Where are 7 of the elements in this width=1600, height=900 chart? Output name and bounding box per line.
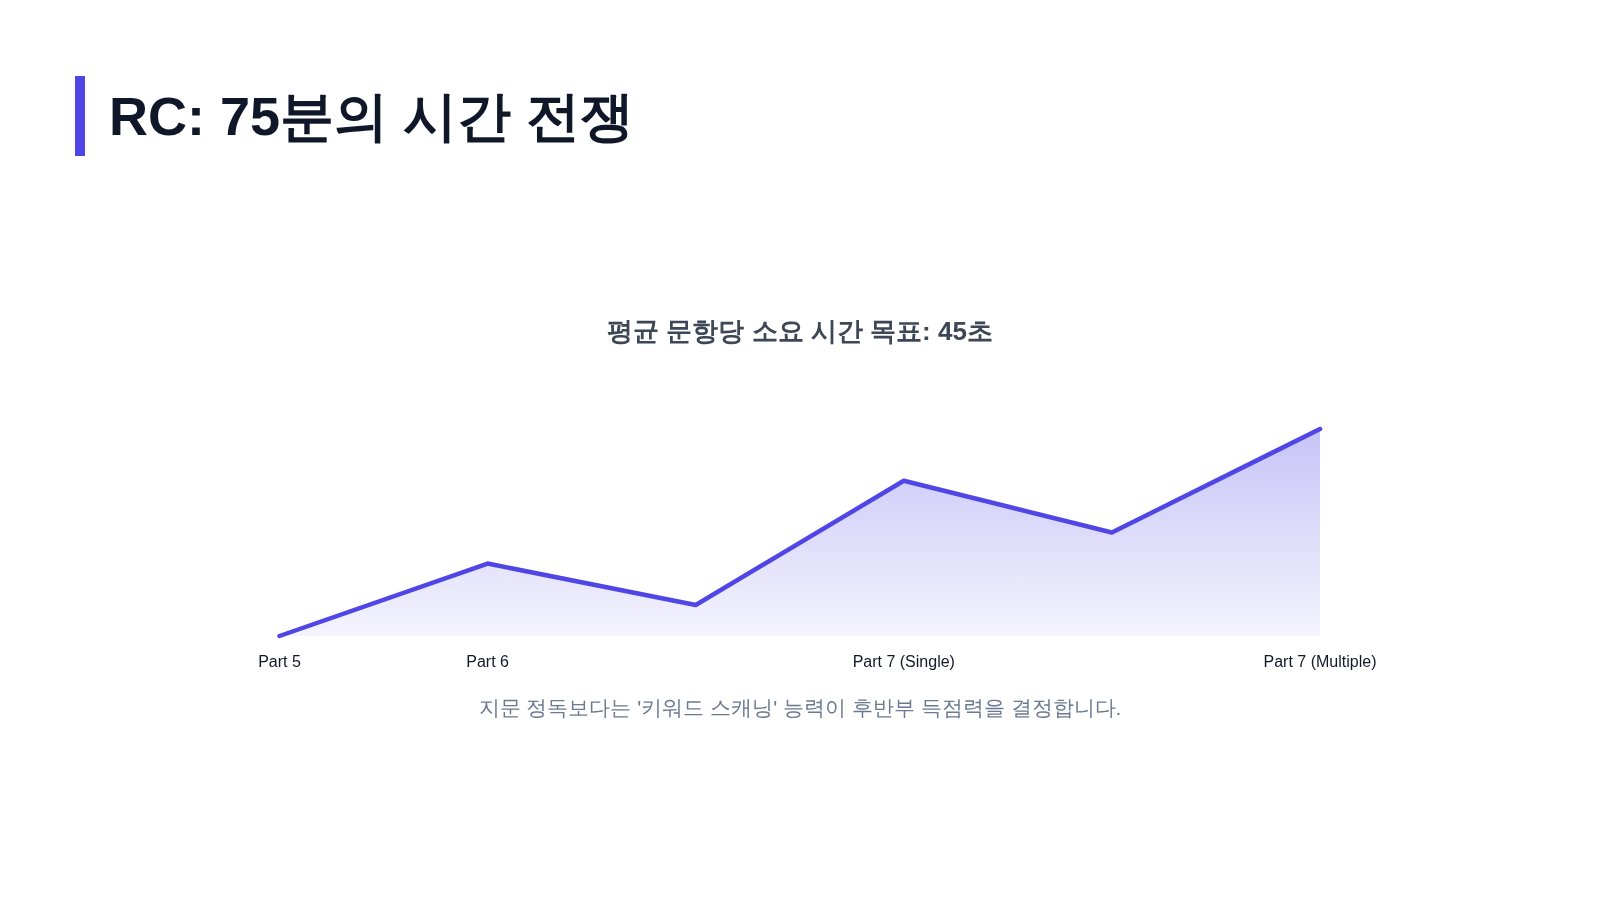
chart-title: RC: 75분의 시간 전쟁: [75, 76, 635, 156]
x-tick-label: Part 6: [466, 653, 510, 670]
x-tick-label: Part 7 (Multiple): [1263, 653, 1377, 670]
chart-subtitle: 평균 문항당 소요 시간 목표: 45초: [607, 316, 993, 346]
x-tick-label: Part 7 (Single): [852, 653, 955, 670]
x-tick-label: Part 5: [258, 653, 301, 670]
text: 지문 정독보다는 '키워드 스캐닝' 능력이 후반부 득점력을 결정합니다.: [478, 696, 1122, 719]
